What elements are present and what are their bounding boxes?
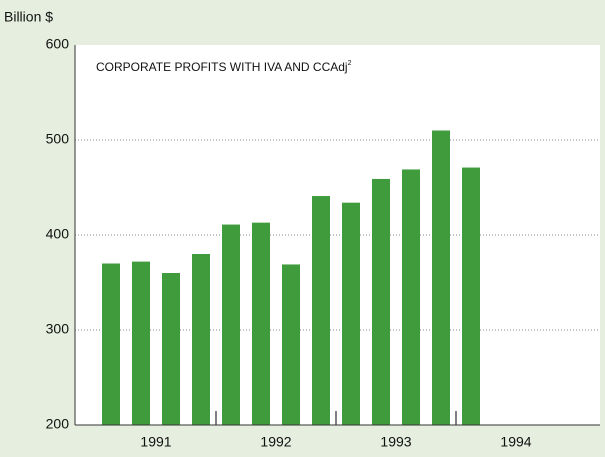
bar [312, 196, 330, 425]
x-tick-label: 1994 [500, 434, 531, 450]
bar [222, 224, 240, 425]
bar [132, 261, 150, 425]
bar [162, 273, 180, 425]
y-tick-label: 400 [46, 226, 70, 242]
bar [342, 202, 360, 425]
y-tick-label: 300 [46, 321, 70, 337]
y-axis-label: Billion $ [4, 9, 53, 25]
bar [282, 264, 300, 425]
x-tick-label: 1991 [140, 434, 171, 450]
bar [432, 130, 450, 425]
bar [192, 254, 210, 425]
bar [372, 178, 390, 425]
bar [402, 169, 420, 425]
bar [102, 263, 120, 425]
y-tick-label: 600 [46, 36, 70, 52]
x-tick-label: 1992 [260, 434, 291, 450]
title-text: CORPORATE PROFITS WITH IVA AND CCAdj [96, 60, 348, 74]
y-tick-label: 500 [46, 131, 70, 147]
x-tick-label: 1993 [380, 434, 411, 450]
title-note: 2 [348, 60, 352, 67]
bar [462, 167, 480, 426]
y-tick-label: 200 [46, 416, 70, 432]
chart-title: CORPORATE PROFITS WITH IVA AND CCAdj2 [96, 60, 352, 74]
bar [252, 222, 270, 425]
